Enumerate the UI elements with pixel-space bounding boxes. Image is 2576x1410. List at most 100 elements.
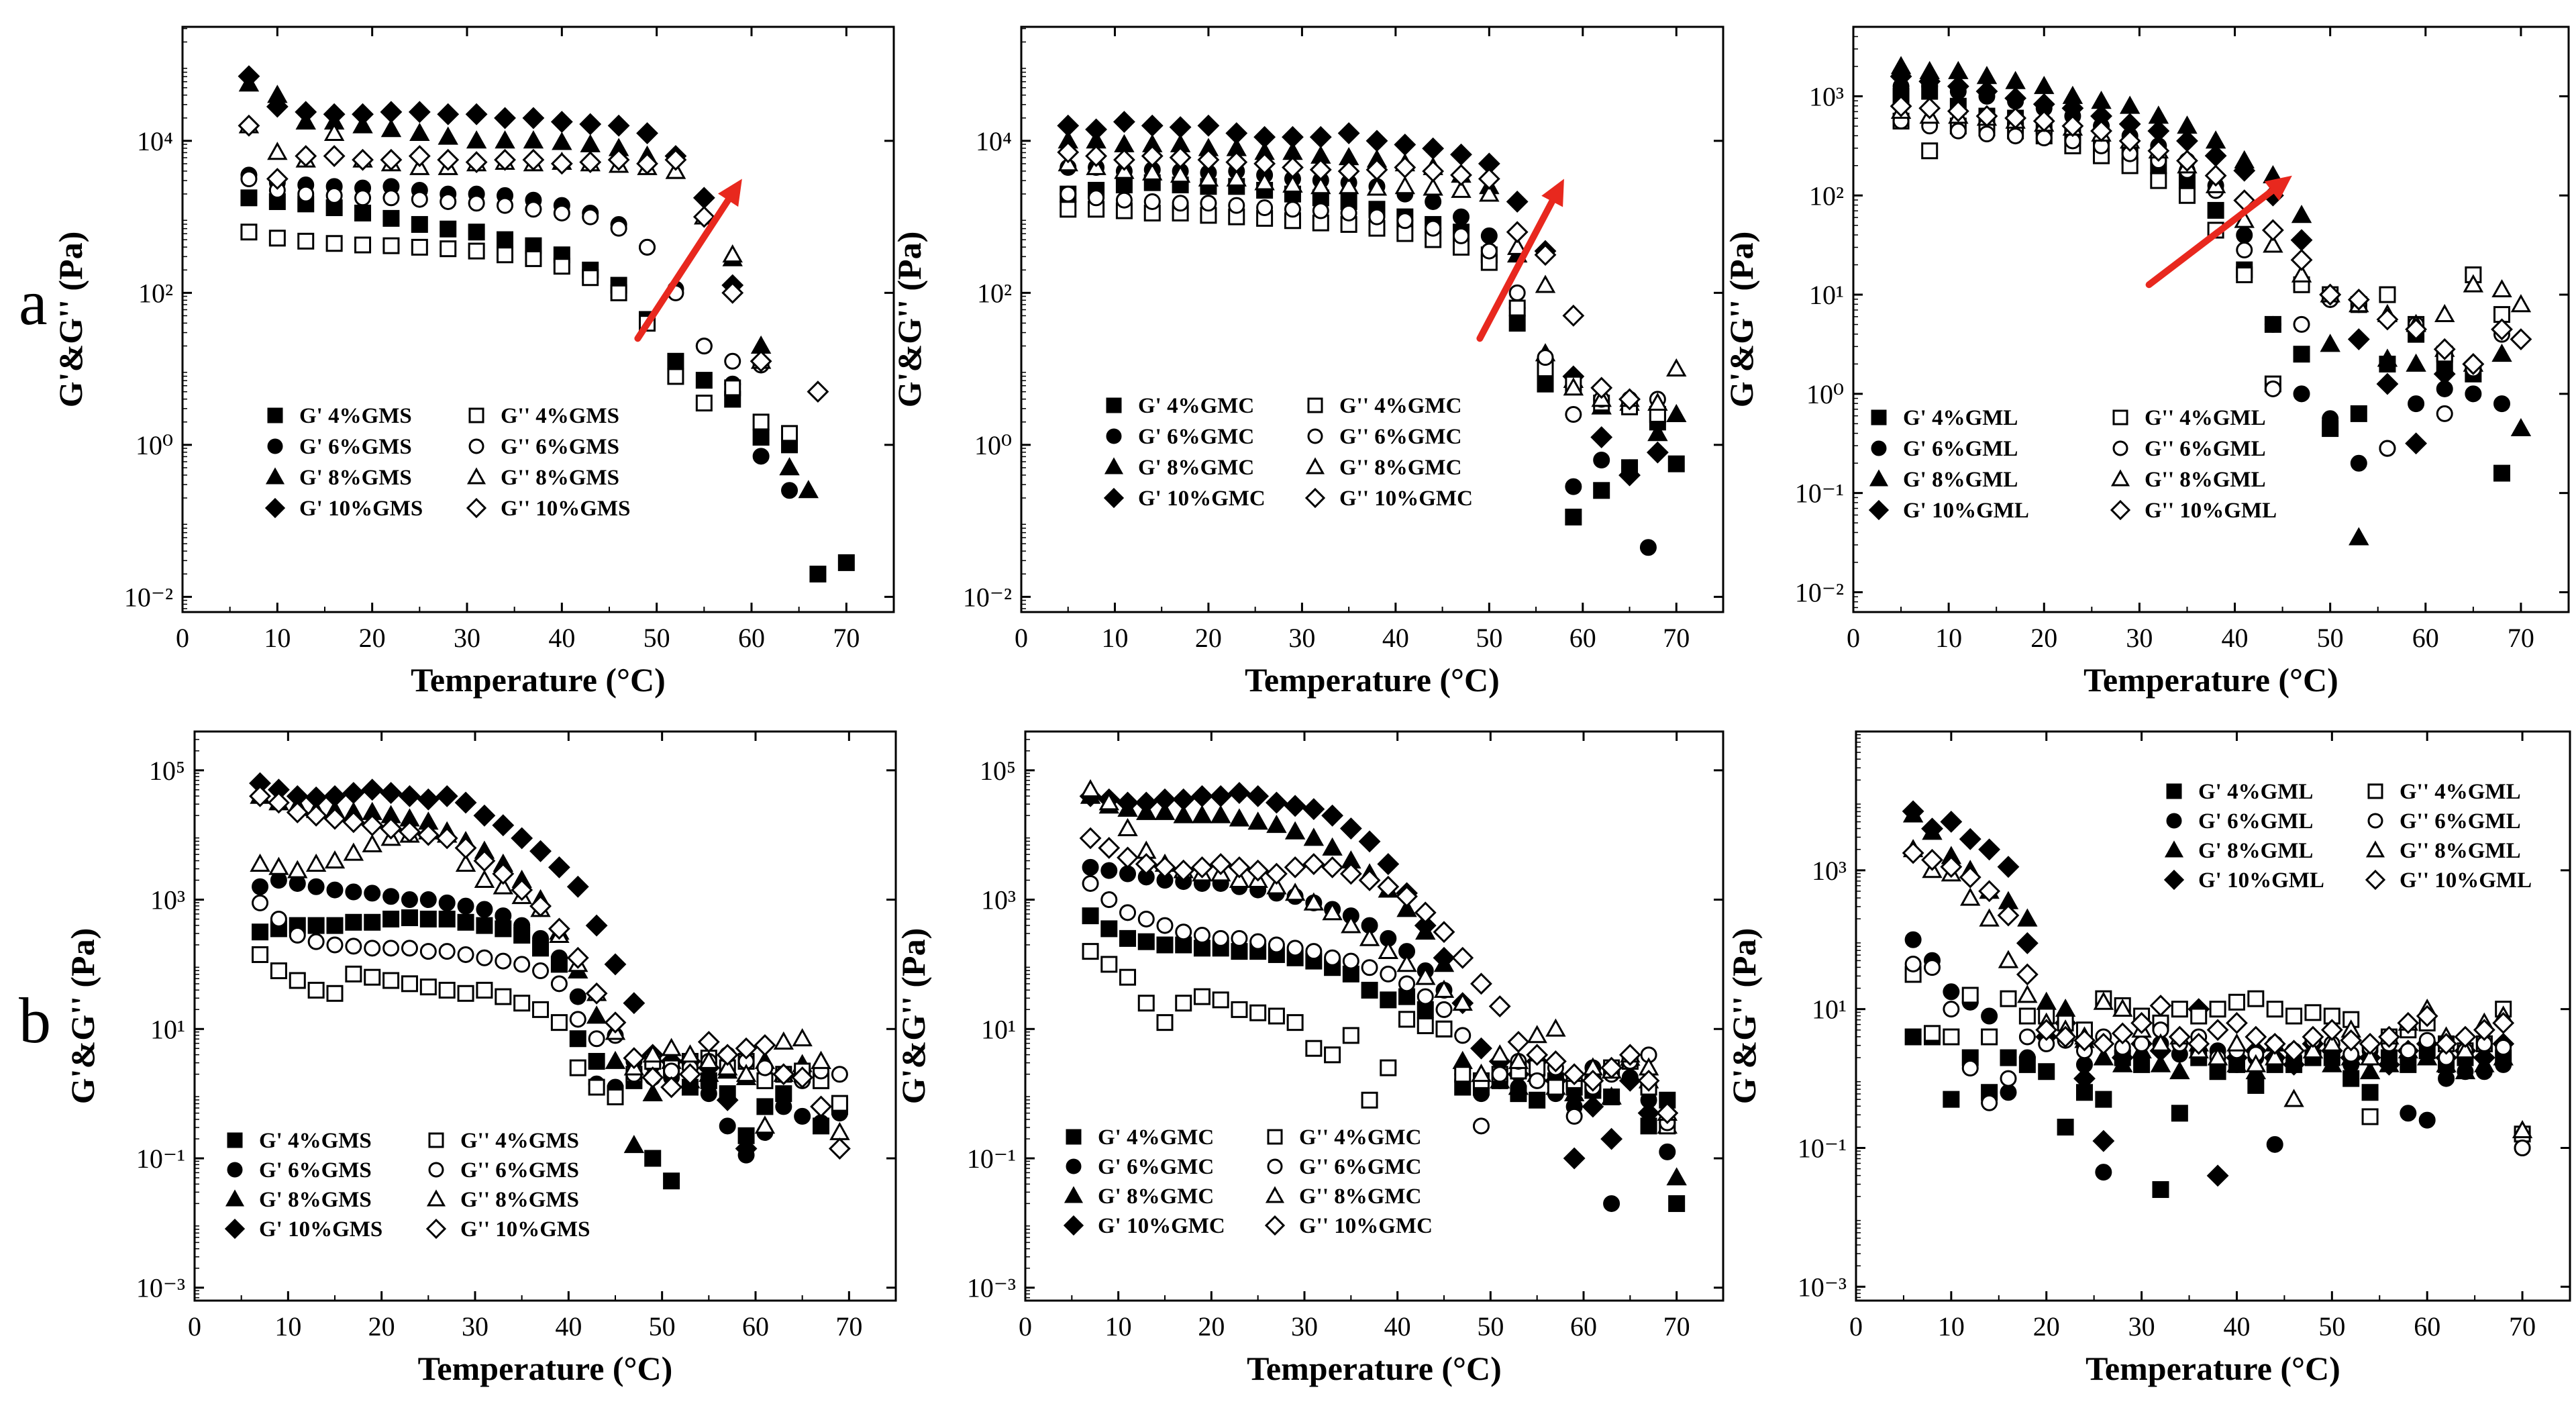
data-point <box>642 1044 663 1063</box>
x-tick-label: 40 <box>2222 623 2249 653</box>
data-point <box>476 949 493 966</box>
data-point <box>775 1098 792 1115</box>
data-point <box>2204 164 2227 187</box>
data-point <box>2379 286 2396 303</box>
data-point <box>268 230 286 247</box>
data-point <box>2376 372 2399 395</box>
data-point <box>1506 191 1529 213</box>
data-point <box>1478 168 1500 190</box>
data-point <box>2320 334 2340 352</box>
legend-entry: G' 8%GMC <box>1098 1185 1214 1209</box>
legend-entry: G'' 6%GMS <box>501 435 619 459</box>
legend-marker <box>466 497 487 519</box>
data-point <box>1454 1066 1472 1083</box>
data-point <box>2322 1054 2342 1072</box>
data-point <box>2397 1011 2420 1034</box>
data-point <box>566 946 589 969</box>
data-point <box>511 878 533 901</box>
data-point <box>399 785 421 807</box>
data-point <box>342 782 365 804</box>
data-point <box>1119 904 1137 921</box>
data-point <box>1975 105 1998 128</box>
data-point <box>1981 1028 1998 1046</box>
data-point <box>342 811 365 834</box>
data-point <box>1305 943 1323 960</box>
chart-panel-b1: 0 10 20 30 40 50 60 70 10⁻³ 10⁻¹ 10¹ 10³ 10⁵ Temperat… <box>64 730 897 1387</box>
data-point <box>1193 927 1210 944</box>
data-point <box>494 148 516 171</box>
data-point <box>2285 1007 2303 1025</box>
data-point <box>494 107 516 130</box>
legend: G' 4%GMS G' 6%GMS G' 8%GMS G' 10%GMS G'' 4%G… <box>224 1129 590 1242</box>
data-point <box>2492 1011 2515 1034</box>
legend-entry: G'' 8%GMC <box>1299 1185 1421 1209</box>
data-point <box>2016 963 2039 986</box>
x-tick-label: 50 <box>2318 1311 2345 1342</box>
data-point <box>1450 143 1472 166</box>
data-point <box>1286 940 1304 957</box>
data-point <box>1480 227 1498 244</box>
data-point <box>1137 995 1155 1012</box>
legend-entry: G' 8%GMS <box>299 466 412 490</box>
legend-entry: G' 8%GMS <box>259 1188 372 1212</box>
data-point <box>2342 1070 2360 1087</box>
data-point <box>1618 388 1641 411</box>
data-point <box>2207 201 2224 219</box>
data-point <box>267 791 290 814</box>
x-tick-label: 10 <box>1105 1311 1132 1342</box>
data-point <box>750 350 772 372</box>
data-point <box>548 856 570 878</box>
data-point <box>2017 985 2038 1003</box>
data-point <box>345 883 362 901</box>
data-point <box>1143 193 1161 210</box>
data-point <box>1117 791 1139 814</box>
data-point <box>1943 1028 1960 1046</box>
x-tick-label: 70 <box>833 623 860 653</box>
x-tick-label: 0 <box>176 623 189 653</box>
y-tick-label: 10⁻³ <box>136 1273 185 1303</box>
data-point <box>1415 966 1436 985</box>
data-point <box>553 258 570 275</box>
data-point <box>1366 158 1388 181</box>
data-point <box>1135 853 1157 875</box>
data-point <box>305 853 327 872</box>
x-tick-label: 50 <box>643 623 670 653</box>
data-point <box>2017 908 2038 927</box>
data-point <box>1113 111 1135 133</box>
data-point <box>1563 1147 1586 1170</box>
data-point <box>1085 145 1107 167</box>
row-label-a: a <box>19 266 48 338</box>
data-point <box>1904 1028 1922 1046</box>
x-tick-label: 0 <box>1849 1311 1863 1342</box>
legend-entry: G'' 4%GMC <box>1339 394 1461 418</box>
data-point <box>2247 990 2265 1007</box>
legend-entry: G'' 10%GML <box>2400 868 2532 893</box>
data-point <box>455 853 476 872</box>
data-point <box>326 917 344 934</box>
data-point <box>1472 1117 1490 1135</box>
data-point <box>323 103 346 125</box>
data-point <box>2491 279 2512 298</box>
x-tick-label: 10 <box>264 623 291 653</box>
data-point <box>2322 410 2339 427</box>
data-point <box>1197 148 1220 171</box>
data-point <box>529 840 552 862</box>
data-point <box>468 242 485 260</box>
y-tick-label: 10⁻¹ <box>136 1144 185 1174</box>
data-point <box>2493 464 2511 482</box>
data-point <box>1452 227 1470 244</box>
data-point <box>2378 1025 2400 1048</box>
data-point <box>495 907 512 925</box>
data-point <box>754 1115 776 1134</box>
legend-marker <box>1871 409 1887 425</box>
data-point <box>2228 993 2245 1011</box>
data-point <box>607 1088 624 1105</box>
legend-marker <box>2163 869 2185 891</box>
data-point <box>2473 1046 2495 1069</box>
data-point <box>532 1001 550 1018</box>
data-point <box>781 482 798 499</box>
data-point <box>1981 1007 1998 1025</box>
legend-entry: G' 4%GML <box>1903 406 2018 430</box>
legend-marker <box>1066 1129 1082 1145</box>
